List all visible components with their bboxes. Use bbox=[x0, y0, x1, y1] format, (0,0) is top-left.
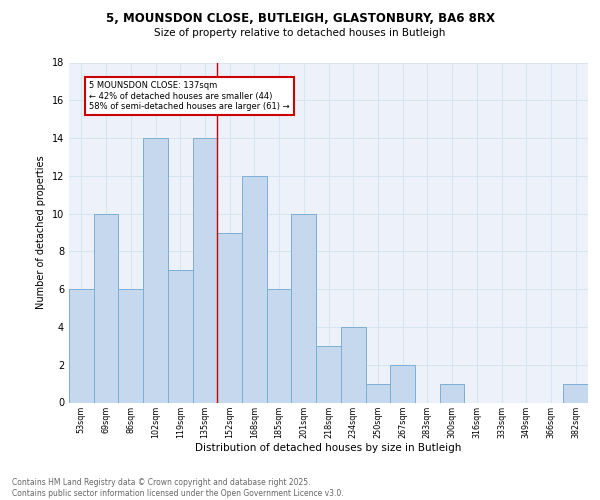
Bar bbox=[267, 289, 292, 403]
Y-axis label: Number of detached properties: Number of detached properties bbox=[36, 156, 46, 310]
Bar bbox=[292, 214, 316, 402]
Bar bbox=[316, 346, 341, 403]
Bar bbox=[69, 289, 94, 403]
Bar bbox=[242, 176, 267, 402]
Bar bbox=[365, 384, 390, 402]
Bar bbox=[193, 138, 217, 402]
X-axis label: Distribution of detached houses by size in Butleigh: Distribution of detached houses by size … bbox=[196, 444, 461, 454]
Text: 5 MOUNSDON CLOSE: 137sqm
← 42% of detached houses are smaller (44)
58% of semi-d: 5 MOUNSDON CLOSE: 137sqm ← 42% of detach… bbox=[89, 82, 289, 111]
Bar bbox=[390, 364, 415, 403]
Bar bbox=[440, 384, 464, 402]
Bar bbox=[563, 384, 588, 402]
Bar bbox=[168, 270, 193, 402]
Bar bbox=[143, 138, 168, 402]
Text: Size of property relative to detached houses in Butleigh: Size of property relative to detached ho… bbox=[154, 28, 446, 38]
Text: 5, MOUNSDON CLOSE, BUTLEIGH, GLASTONBURY, BA6 8RX: 5, MOUNSDON CLOSE, BUTLEIGH, GLASTONBURY… bbox=[106, 12, 494, 26]
Bar bbox=[341, 327, 365, 402]
Text: Contains HM Land Registry data © Crown copyright and database right 2025.
Contai: Contains HM Land Registry data © Crown c… bbox=[12, 478, 344, 498]
Bar bbox=[94, 214, 118, 402]
Bar bbox=[118, 289, 143, 403]
Bar bbox=[217, 232, 242, 402]
